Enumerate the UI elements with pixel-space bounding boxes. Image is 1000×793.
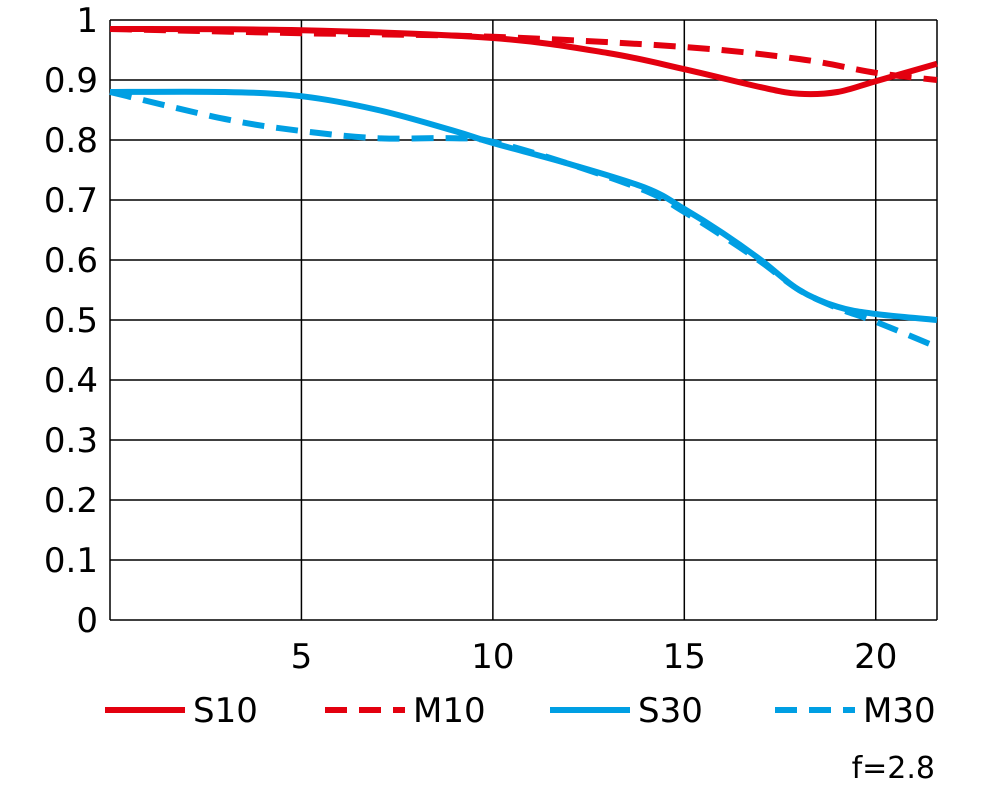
legend-label: M10 bbox=[413, 691, 486, 731]
y-tick-label: 0.8 bbox=[44, 121, 98, 161]
series-lines bbox=[109, 26, 939, 350]
y-tick-label: 0.2 bbox=[44, 481, 98, 521]
x-tick-label: 15 bbox=[663, 637, 706, 677]
y-tick-label: 0 bbox=[76, 601, 98, 641]
y-tick-label: 0.1 bbox=[44, 541, 98, 581]
series-line-s10 bbox=[109, 26, 938, 98]
grid bbox=[109, 19, 938, 621]
y-tick-label: 0.9 bbox=[44, 61, 98, 101]
y-tick-label: 0.5 bbox=[44, 301, 98, 341]
tick-labels: 00.10.20.30.40.50.60.70.80.915 10 15 20 bbox=[44, 1, 897, 677]
legend-label: S30 bbox=[638, 691, 703, 731]
series-line-m30 bbox=[109, 89, 939, 350]
y-tick-label: 0.7 bbox=[44, 181, 98, 221]
series-line-m10 bbox=[109, 26, 938, 83]
x-tick-label: 5 bbox=[291, 637, 313, 677]
y-tick-label: 0.3 bbox=[44, 421, 98, 461]
series-line-s30 bbox=[109, 88, 938, 323]
y-tick-label: 0.4 bbox=[44, 361, 98, 401]
y-tick-label: 0.6 bbox=[44, 241, 98, 281]
y-tick-label: 1 bbox=[76, 1, 98, 41]
legend: S10 M10 S30 M30 bbox=[105, 691, 936, 731]
legend-label: S10 bbox=[193, 691, 258, 731]
legend-label: M30 bbox=[863, 691, 936, 731]
x-tick-label: 10 bbox=[471, 637, 514, 677]
aperture-annotation: f=2.8 bbox=[852, 751, 935, 786]
x-tick-label: 20 bbox=[854, 637, 897, 677]
